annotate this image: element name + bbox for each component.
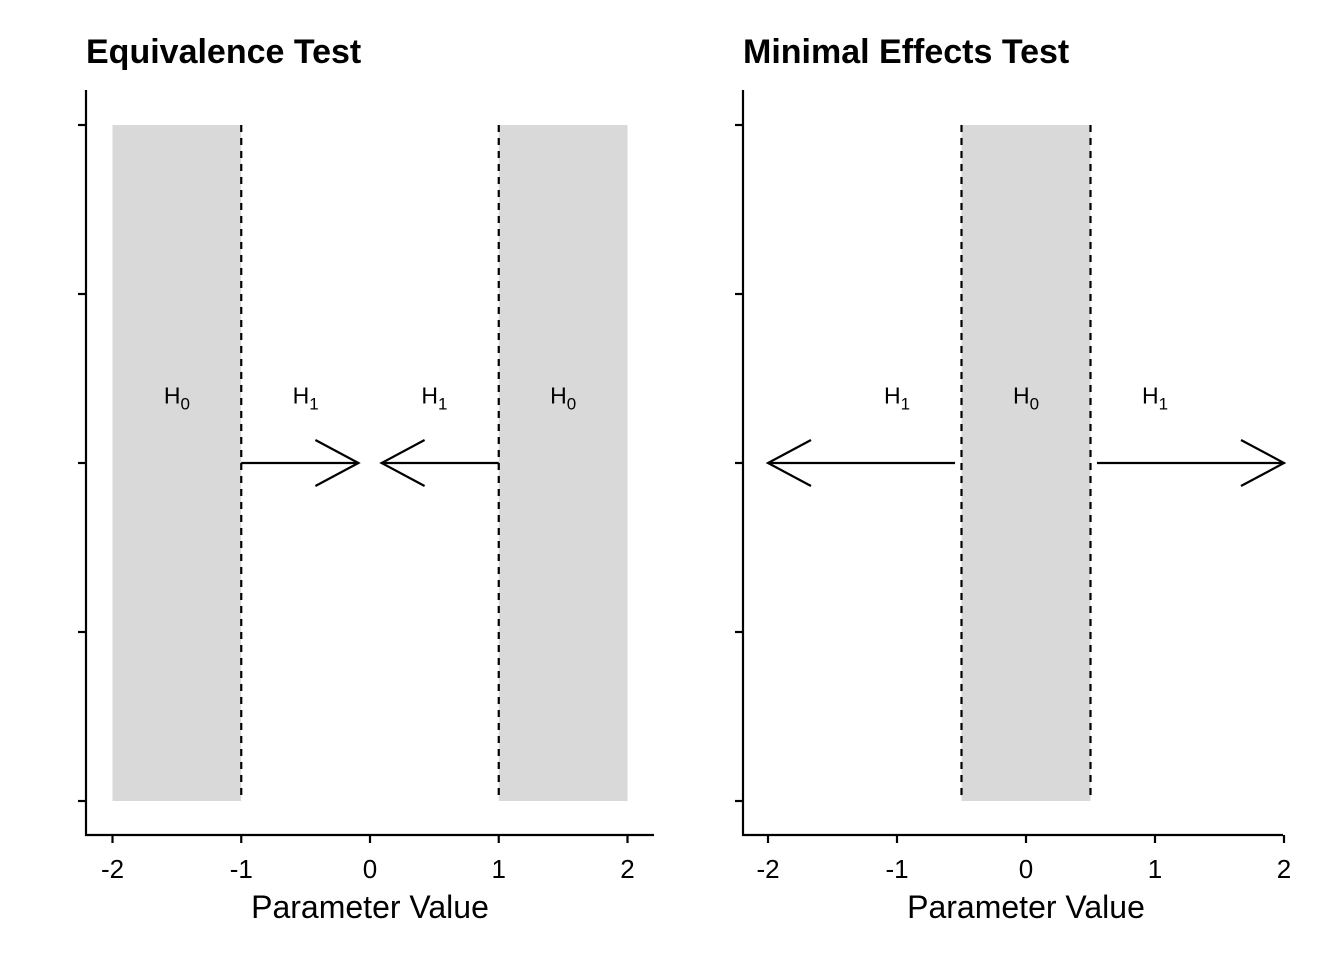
null-region (498, 125, 628, 801)
arrow-head (314, 439, 361, 487)
hypothesis-label: H1 (421, 382, 447, 413)
hypothesis-label: H1 (884, 382, 910, 413)
x-tick-label: 0 (363, 854, 377, 884)
x-tick-label: 1 (1148, 854, 1162, 884)
arrow-head (1240, 439, 1287, 487)
x-tick-label: 0 (1019, 854, 1033, 884)
x-axis-title-right: Parameter Value (907, 889, 1145, 925)
x-tick-label: 2 (620, 854, 634, 884)
null-region (961, 125, 1091, 801)
arrow-head (765, 439, 812, 487)
hypothesis-label: H1 (1142, 382, 1168, 413)
panel-title-equivalence: Equivalence Test (86, 33, 361, 71)
panel-1: H0 H1 H1 H0 -2 -1 0 1 2 (78, 90, 654, 884)
x-tick-label: -1 (885, 854, 908, 884)
x-axis-title-left: Parameter Value (251, 889, 489, 925)
hypothesis-label: H0 (164, 382, 190, 413)
panel-title-minimal-effects: Minimal Effects Test (743, 33, 1069, 71)
arrow-head (379, 439, 426, 487)
hypothesis-label: H1 (293, 382, 319, 413)
x-tick-label: -2 (101, 854, 124, 884)
panel-2: H1 H0 H1 -2 -1 0 1 2 (735, 90, 1291, 884)
hypothesis-label: H0 (550, 382, 576, 413)
x-tick-label: 1 (492, 854, 506, 884)
x-tick-label: -1 (230, 854, 253, 884)
x-tick-label: -2 (756, 854, 779, 884)
null-region (112, 125, 242, 801)
hypothesis-label: H0 (1013, 382, 1039, 413)
x-tick-label: 2 (1277, 854, 1291, 884)
